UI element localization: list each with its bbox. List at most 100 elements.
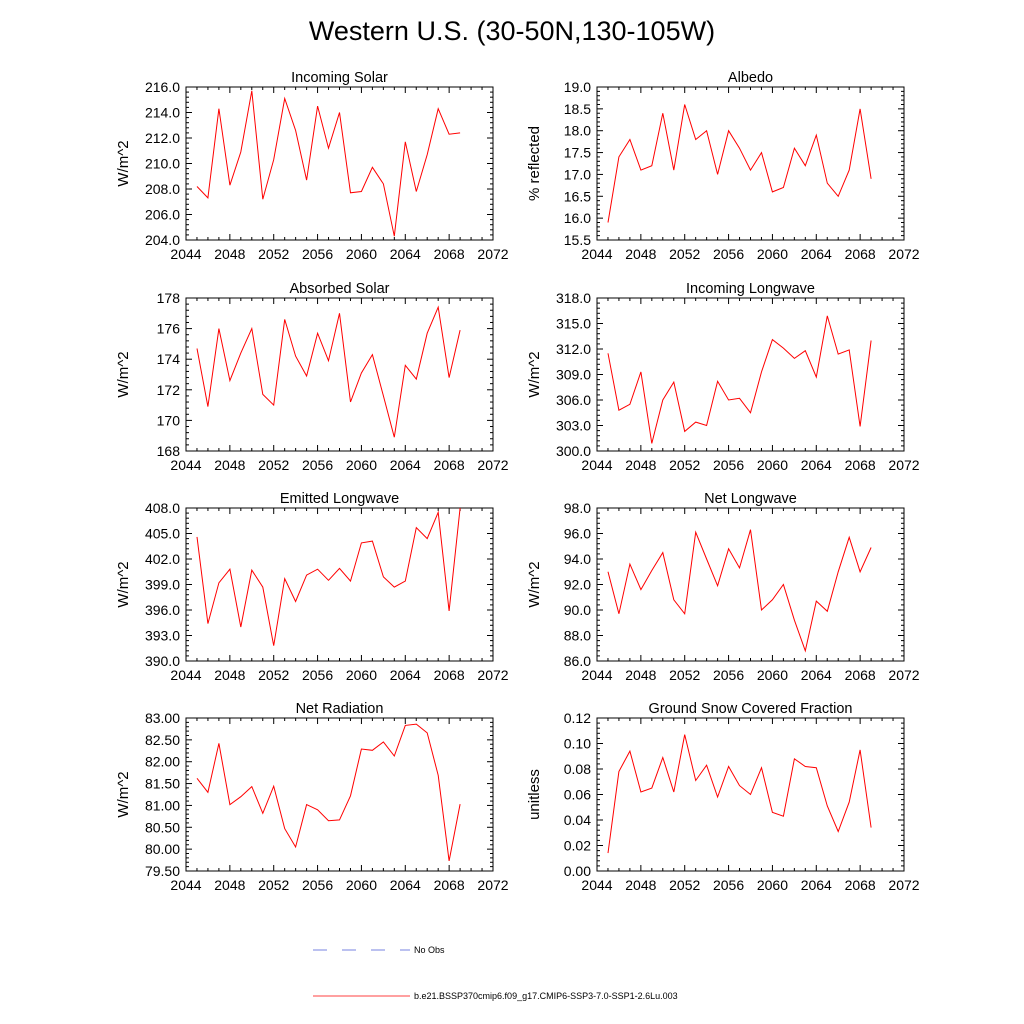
x-tick-label: 2044: [170, 246, 201, 262]
y-tick-label: 312.0: [556, 341, 591, 357]
y-tick-label: 172: [157, 382, 181, 398]
y-tick-label: 86.0: [564, 653, 591, 669]
y-axis-label: unitless: [526, 769, 543, 820]
x-tick-label: 2060: [757, 877, 788, 893]
x-tick-label: 2072: [888, 246, 919, 262]
y-tick-label: 0.06: [564, 787, 591, 803]
x-tick-label: 2060: [757, 246, 788, 262]
y-tick-label: 94.0: [564, 551, 591, 567]
series-line: [607, 734, 872, 854]
panels: Incoming Solar W/m^2 2044 2048 2052 2056 2060 2…: [115, 70, 920, 893]
x-tick-label: 2068: [434, 877, 465, 893]
x-tick-label: 2068: [434, 246, 465, 262]
x-tick-label: 2044: [581, 667, 612, 683]
y-tick-label: 208.0: [145, 181, 180, 197]
x-tick-label: 2060: [346, 667, 377, 683]
y-tick-label: 210.0: [145, 156, 180, 172]
x-tick-label: 2048: [214, 667, 245, 683]
y-tick-label: 82.00: [145, 754, 180, 770]
panel-title: Incoming Solar: [291, 70, 388, 86]
y-tick-label: 309.0: [556, 367, 591, 383]
x-tick-label: 2072: [477, 667, 508, 683]
plot-frame: [596, 297, 905, 452]
y-tick-label: 0.04: [564, 812, 591, 828]
x-tick-label: 2068: [434, 457, 465, 473]
y-tick-label: 300.0: [556, 443, 591, 459]
y-tick-label: 204.0: [145, 232, 180, 248]
y-tick-label: 80.50: [145, 819, 180, 835]
x-tick-label: 2072: [888, 667, 919, 683]
y-tick-label: 174: [157, 351, 181, 367]
panel-title: Albedo: [728, 70, 773, 86]
series-line: [196, 723, 461, 861]
x-tick-label: 2052: [258, 667, 289, 683]
y-axis-label: W/m^2: [526, 351, 543, 397]
x-tick-label: 2052: [258, 457, 289, 473]
x-tick-label: 2052: [258, 877, 289, 893]
x-tick-label: 2072: [888, 877, 919, 893]
x-tick-label: 2068: [434, 667, 465, 683]
series-line: [607, 529, 872, 653]
x-tick-label: 2048: [214, 877, 245, 893]
y-tick-label: 96.0: [564, 526, 591, 542]
series-line: [607, 104, 872, 223]
plot-frame: [185, 507, 494, 662]
y-tick-label: 402.0: [145, 551, 180, 567]
x-tick-label: 2052: [669, 246, 700, 262]
y-tick-label: 15.5: [564, 232, 591, 248]
legend-model-label: b.e21.BSSP370cmip6.f09_g17.CMIP6-SSP3-7.…: [414, 991, 678, 1001]
y-axis-label: W/m^2: [115, 561, 132, 607]
y-tick-label: 0.12: [564, 710, 591, 726]
x-tick-label: 2048: [625, 877, 656, 893]
x-tick-label: 2052: [669, 667, 700, 683]
x-tick-label: 2068: [845, 667, 876, 683]
x-tick-label: 2060: [346, 457, 377, 473]
y-tick-label: 390.0: [145, 653, 180, 669]
panel-title: Absorbed Solar: [290, 281, 390, 297]
y-tick-label: 214.0: [145, 105, 180, 121]
y-tick-label: 16.5: [564, 188, 591, 204]
y-tick-label: 318.0: [556, 290, 591, 306]
y-tick-label: 19.0: [564, 79, 591, 95]
y-tick-label: 170: [157, 412, 181, 428]
x-tick-label: 2056: [713, 246, 744, 262]
y-tick-label: 17.5: [564, 145, 591, 161]
x-tick-label: 2048: [625, 667, 656, 683]
x-tick-label: 2064: [801, 457, 832, 473]
y-tick-label: 92.0: [564, 577, 591, 593]
x-tick-label: 2056: [302, 457, 333, 473]
y-tick-label: 396.0: [145, 602, 180, 618]
x-tick-label: 2068: [845, 246, 876, 262]
panel-title: Net Longwave: [704, 491, 797, 507]
y-tick-label: 81.00: [145, 797, 180, 813]
x-tick-label: 2044: [170, 457, 201, 473]
y-tick-label: 88.0: [564, 628, 591, 644]
y-tick-label: 18.5: [564, 101, 591, 117]
panel-title: Emitted Longwave: [280, 491, 399, 507]
y-axis-label: W/m^2: [115, 140, 132, 186]
series-line: [607, 315, 872, 444]
y-tick-label: 90.0: [564, 602, 591, 618]
x-tick-label: 2044: [581, 457, 612, 473]
x-tick-label: 2064: [390, 457, 421, 473]
plot-frame: [185, 86, 494, 241]
series-line: [196, 90, 461, 237]
y-tick-label: 17.0: [564, 166, 591, 182]
y-tick-label: 206.0: [145, 207, 180, 223]
panel-absorbed-solar: Absorbed Solar W/m^2 2044 2048 2052 2056 2060 2…: [115, 281, 509, 473]
x-tick-label: 2068: [845, 877, 876, 893]
plot-frame: [185, 717, 494, 872]
panel-ground-snow-covered-fraction: Ground Snow Covered Fraction unitless 2044…: [526, 701, 920, 893]
y-tick-label: 306.0: [556, 392, 591, 408]
y-tick-label: 408.0: [145, 500, 180, 516]
x-tick-label: 2048: [214, 457, 245, 473]
x-tick-label: 2060: [757, 457, 788, 473]
x-tick-label: 2060: [346, 246, 377, 262]
x-tick-label: 2060: [346, 877, 377, 893]
y-tick-label: 393.0: [145, 628, 180, 644]
x-tick-label: 2044: [581, 246, 612, 262]
y-tick-label: 405.0: [145, 526, 180, 542]
y-tick-label: 178: [157, 290, 181, 306]
x-tick-label: 2064: [801, 667, 832, 683]
y-tick-label: 216.0: [145, 79, 180, 95]
